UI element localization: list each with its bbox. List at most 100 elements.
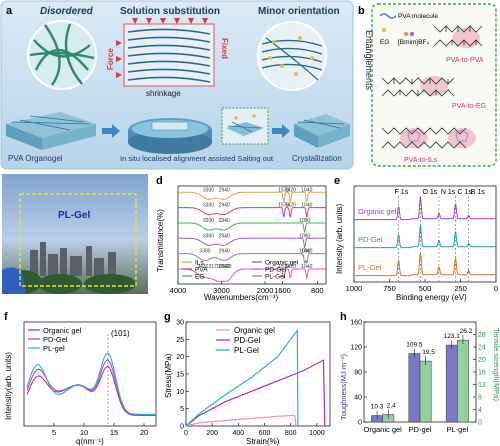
d-peak-label-pva-1: 2940 [219,203,230,209]
d-peak-label-pl-gel-5: 1420 [285,264,296,270]
d-peak-label-pl-gel-6: 1040 [301,264,312,270]
e-series-label-pl-gel: PL-Gel [358,263,382,272]
d-ylabel: Transmittance(%) [156,209,165,272]
d-peak-label-pd-gel-1: 2940 [219,249,230,255]
g-ytick-label-15: 15 [176,372,184,379]
e-peak-label-c-1s: C 1s [458,189,473,196]
h-category-label-pd-gel: PD-gel [409,425,432,434]
h-ylabel-right: Tensile strength(MPa) [492,328,500,401]
h-ytick-left-label-160: 160 [350,320,362,327]
g-legend-label-pd-gel: PD-Gel [234,336,260,345]
panel-h-letter: h [340,311,347,323]
shrinkage-label: shrinkage [146,89,181,98]
d-series-organic-gel [178,237,326,249]
d-peak-label-pl-gel-0: 3430 [197,264,208,270]
h-value-toughness-pd-gel: 109.5 [406,342,423,349]
d-series-pd-gel [178,253,326,265]
d-peak-label-ils-1: 2940 [219,187,230,193]
panel-g-letter: g [164,311,171,323]
h-value-toughness-organic-gel: 10.3 [371,404,384,411]
e-xtick-label-250: 250 [454,284,467,293]
h-ytick-right-label-4: 4 [478,407,482,414]
label-pva-to-pva: PVA-to-PVA [446,57,484,64]
d-peak-label-pva-4: 1040 [301,203,312,209]
d-peak-label-organic-gel-0: 3300 [203,233,214,239]
panel-e-letter: e [334,175,340,187]
g-xtick-label-800: 800 [285,430,297,437]
d-peak-label-pd-gel-3: 1040 [301,249,312,255]
d-peak-label-pd-gel-2: 1090 [299,249,310,255]
f-xtick-label-15: 15 [110,428,118,437]
e-peak-label-f-1s: F 1s [395,189,409,196]
h-ytick-right-label-0: 0 [478,420,482,427]
pva-eg-chains [381,76,455,97]
g-xtick-label-400: 400 [233,430,245,437]
gel-outline [19,193,137,287]
h-ylabel-left: Toughness(MJ m⁻³) [339,353,348,420]
h-value-tensile-pd-gel: 19.5 [422,349,435,356]
d-series-ils [178,191,326,203]
e-peak-label-n-1s: N 1s [441,189,456,196]
g-ytick-label-10: 10 [176,389,184,396]
d-peak-label-pl-gel-1: 3170 [209,264,220,270]
legend-ils-label: [Bmim]BF₄ [398,39,430,46]
d-legend-label-organic-gel: Organic gel [265,260,299,267]
d-peak-label-ils-3: 1420 [285,187,296,193]
process-arrow-2 [272,124,290,138]
g-ytick-label-30: 30 [176,320,184,327]
legend-eg-label: EG [380,39,389,46]
g-ytick-label-20: 20 [176,354,184,361]
g-xtick-label-200: 200 [206,430,218,437]
d-peak-label-eg-2: 1090 [299,218,310,224]
d-peak-label-eg-0: 3300 [203,218,214,224]
pl-gel-photo-label: PL-Gel [58,210,90,221]
d-xlabel: Wavenumbers(cm⁻¹) [204,293,278,302]
crystallized-block [294,114,350,148]
d-xtick-label-4000: 4000 [170,286,187,295]
d-xtick-label-800: 800 [311,286,324,295]
d-xtick-label-2000: 2000 [257,286,274,295]
h-ytick-right-label-12: 12 [478,382,486,389]
glove [2,267,26,294]
f-annotation: (101) [111,329,130,338]
orientation-fibers [261,37,323,81]
h-value-tensile-pl-gel: 26.2 [460,328,473,335]
g-ytick-label-25: 25 [176,337,184,344]
h-ytick-left-label-80: 80 [354,370,362,377]
h-ytick-right-label-8: 8 [478,395,482,402]
e-series-pl-gel [354,252,496,277]
d-legend-label-eg: EG [195,274,204,281]
panel-b: b Entanglements PVA molecule EG [Bmim]BF… [358,3,497,167]
f-ylabel: Intensity(arb. units) [4,352,13,420]
h-bar-toughness-pd-gel [408,353,421,423]
title-disordered: Disordered [40,6,94,17]
label-pva-to-eg: PVA-to-EG [452,103,486,110]
city-skyline [30,242,116,276]
f-xtick-label-10: 10 [80,428,88,437]
d-peak-label-pva-3: 1420 [285,203,296,209]
e-series-pd-gel [354,224,496,249]
e-peak-label-o-1s: O 1s [422,189,437,196]
d-peak-label-organic-gel-2: 1090 [299,233,310,239]
panel-d-letter: d [156,175,163,187]
d-peak-label-pl-gel-4: 1570 [278,264,289,270]
f-xtick-label-20: 20 [140,428,148,437]
e-series-label-organic-gel: Organic gel [358,207,397,216]
d-peak-label-ils-4: 1040 [301,187,312,193]
d-series-pva [178,207,326,219]
h-value-tensile-organic-gel: 2.4 [387,403,396,410]
d-peak-label-pva-2: 1570 [278,203,289,209]
h-ytick-left-label-0: 0 [358,420,362,427]
aligned-fibers [127,28,211,83]
g-ytick-label-5: 5 [180,406,184,413]
legend-pva-label: PVA molecule [398,13,438,20]
pva-pva-chains [433,25,483,48]
label-pva-to-ils: PVA-to-ILs [404,157,438,164]
d-xtick-label-3000: 3000 [213,286,230,295]
legend-eg: EG [380,27,389,46]
d-peak-label-pl-gel-3: 2940 [219,264,230,270]
salting-dish [128,118,212,154]
f-xtick-label-5: 5 [52,428,56,437]
h-ytick-left-label-120: 120 [350,345,362,352]
